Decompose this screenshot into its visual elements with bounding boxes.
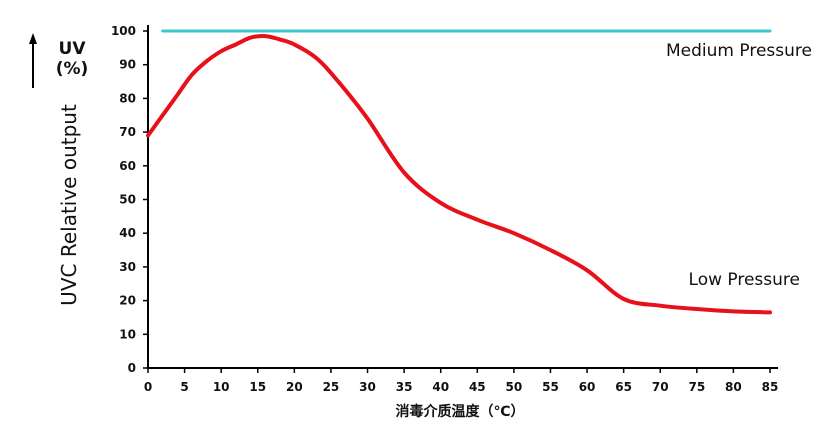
x-tick-label: 10 [213,380,230,394]
x-tick-label: 70 [652,380,669,394]
x-tick-label: 75 [688,380,705,394]
x-tick-label: 5 [180,380,188,394]
y-tick-label: 80 [119,91,136,105]
y-tick-label: 30 [119,260,136,274]
y-unit-label-percent: (%) [56,59,89,79]
y-tick-label: 0 [128,361,136,375]
up-arrow-icon [29,33,37,44]
x-ticks: 0 5 10 15 20 25 30 35 40 45 50 55 60 65 70 75 80 85 [144,368,779,394]
x-tick-label: 65 [615,380,632,394]
x-tick-label: 55 [542,380,559,394]
x-tick-label: 15 [249,380,266,394]
y-axis-title: UVC Relative output [57,104,81,306]
y-tick-label: 20 [119,294,136,308]
x-axis-title: 消毒介质温度（℃） [396,403,525,420]
x-tick-label: 60 [579,380,596,394]
x-tick-label: 50 [506,380,523,394]
x-tick-label: 0 [144,380,152,394]
x-tick-label: 85 [762,380,779,394]
y-tick-label: 90 [119,58,136,72]
y-unit: UV (%) [29,33,88,88]
y-tick-label: 10 [119,327,136,341]
y-tick-label: 60 [119,159,136,173]
x-tick-label: 40 [432,380,449,394]
x-tick-label: 30 [359,380,376,394]
x-tick-label: 80 [725,380,742,394]
series-label-low-pressure: Low Pressure [689,270,800,290]
x-tick-label: 45 [469,380,486,394]
series-label-medium-pressure: Medium Pressure [666,41,812,61]
y-tick-label: 100 [111,24,136,38]
y-tick-label: 50 [119,193,136,207]
y-tick-label: 40 [119,226,136,240]
axes [147,25,778,369]
y-tick-label: 70 [119,125,136,139]
x-tick-label: 35 [396,380,413,394]
series-layer [146,29,772,315]
x-tick-label: 25 [323,380,340,394]
x-tick-label: 20 [286,380,303,394]
y-ticks: 0 10 20 30 40 50 60 70 80 90 100 [111,24,148,375]
y-unit-label-uv: UV [59,39,87,59]
low-pressure-line [146,34,772,315]
